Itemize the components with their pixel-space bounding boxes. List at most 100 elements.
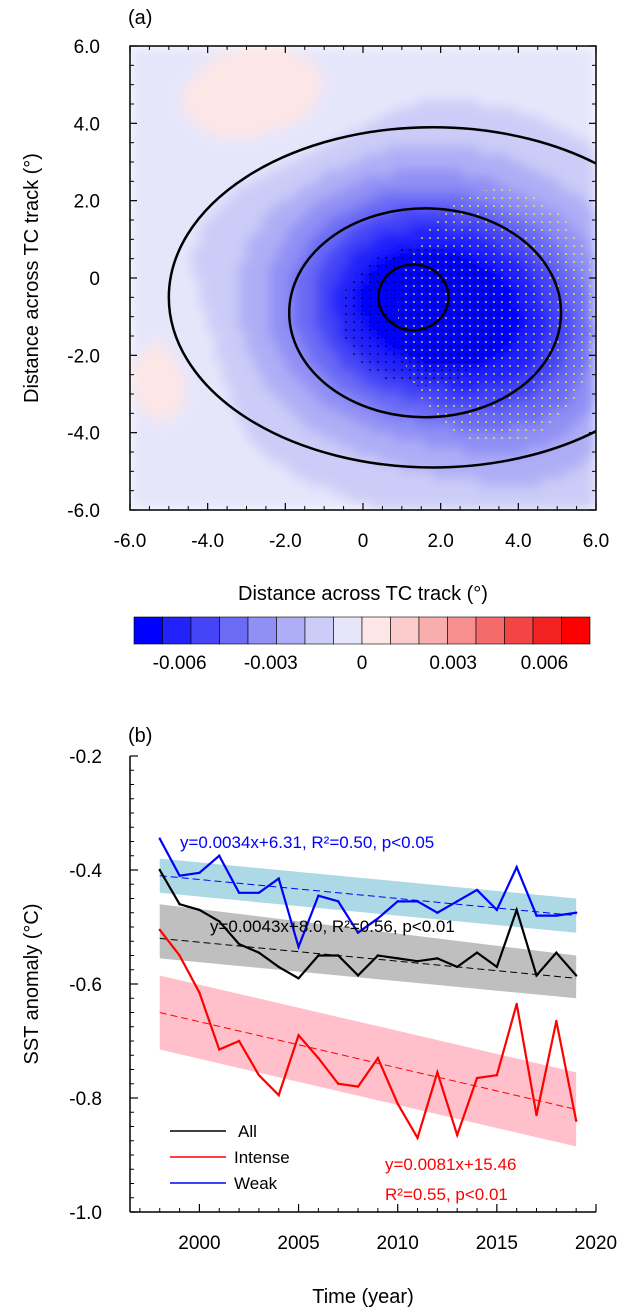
data-point-weak bbox=[317, 894, 320, 897]
colorbar-swatch bbox=[219, 616, 249, 645]
data-point-weak bbox=[535, 914, 538, 917]
colorbar-swatch bbox=[133, 616, 163, 645]
data-point-weak bbox=[218, 854, 221, 857]
colorbar-tick-label: -0.006 bbox=[153, 653, 207, 674]
data-point-intense bbox=[515, 1002, 518, 1006]
data-point-weak bbox=[178, 874, 181, 877]
colorbar-tick-label: 0 bbox=[357, 653, 368, 674]
panel-a-heatmap: -6.0 -4.0 -2.0 0 2.0 4.0 6.0 6.0 4.0 2.0 0 -2.0 -4.0… bbox=[67, 37, 609, 552]
colorbar-swatch bbox=[361, 616, 391, 645]
data-point-intense bbox=[356, 1085, 360, 1088]
colorbar-tick-label: 0.003 bbox=[429, 653, 477, 674]
eq-intense-2: R²=0.55, p<0.01 bbox=[385, 1185, 508, 1204]
panel-b-line-chart: -0.2 -0.4 -0.6 -0.8 -1.0 2000 2005 2010 2015 2020 bbox=[69, 747, 617, 1254]
data-point-all bbox=[416, 960, 419, 963]
data-point-intense bbox=[436, 1071, 439, 1074]
panel-a-ytick-label: 4.0 bbox=[74, 114, 100, 135]
data-point-all bbox=[158, 868, 161, 872]
panel-b-xtick-label: 2010 bbox=[377, 1233, 419, 1254]
data-point-all bbox=[277, 965, 280, 969]
data-point-intense bbox=[376, 1056, 380, 1060]
eq-intense-1: y=0.0081x+15.46 bbox=[385, 1155, 516, 1174]
panel-a-xtick-label: -6.0 bbox=[114, 531, 147, 552]
panel-a-xtick-label: -4.0 bbox=[191, 531, 224, 552]
panel-b-ylabel: SST anomaly (°C) bbox=[21, 903, 43, 1064]
colorbar: -0.006 -0.003 0 0.003 0.006 bbox=[133, 616, 591, 674]
panel-a-xtick-label: 0 bbox=[358, 531, 369, 552]
data-point-all bbox=[535, 974, 538, 977]
data-point-all bbox=[218, 920, 221, 923]
colorbar-swatch bbox=[333, 616, 363, 645]
data-point-weak bbox=[436, 911, 439, 914]
panel-a-ytick-label: 0 bbox=[89, 269, 100, 290]
data-point-intense bbox=[218, 1048, 221, 1051]
panel-a-xtick-label: 4.0 bbox=[505, 531, 531, 552]
colorbar-swatch bbox=[390, 616, 420, 645]
data-point-weak bbox=[475, 888, 479, 892]
series-line-intense bbox=[158, 929, 578, 1141]
panel-a-label: (a) bbox=[128, 7, 152, 29]
panel-a-xtick-label: 2.0 bbox=[427, 531, 453, 552]
colorbar-swatch bbox=[162, 616, 192, 645]
data-point-intense bbox=[495, 1074, 499, 1077]
data-point-intense bbox=[416, 1136, 419, 1140]
legend-label-weak: Weak bbox=[234, 1174, 278, 1193]
stippling-yellow bbox=[397, 189, 596, 445]
data-point-intense bbox=[237, 1039, 241, 1043]
colorbar-tick-label: 0.006 bbox=[521, 653, 569, 674]
data-point-intense bbox=[198, 991, 201, 994]
contour-1 bbox=[377, 263, 450, 332]
contour-2 bbox=[287, 207, 563, 419]
legend-label-intense: Intense bbox=[234, 1148, 290, 1167]
data-point-intense bbox=[277, 1093, 280, 1097]
data-point-weak bbox=[356, 931, 360, 934]
data-point-weak bbox=[495, 908, 499, 912]
data-point-all bbox=[555, 951, 558, 954]
panel-b-ytick-label: -0.6 bbox=[69, 975, 102, 996]
colorbar-swatch bbox=[561, 616, 591, 645]
data-point-intense bbox=[455, 1133, 459, 1137]
data-point-intense bbox=[178, 954, 181, 957]
data-point-all bbox=[356, 974, 360, 977]
data-point-intense bbox=[574, 1119, 578, 1123]
contour-3 bbox=[167, 126, 596, 469]
panel-b-xtick-label: 2020 bbox=[575, 1233, 617, 1254]
eq-all: y=0.0043x+8.0, R²=0.56, p<0.01 bbox=[210, 917, 455, 936]
data-point-weak bbox=[555, 914, 558, 917]
data-point-intense bbox=[475, 1076, 479, 1080]
data-point-intense bbox=[535, 1113, 538, 1117]
panel-a-ytick-label: -2.0 bbox=[67, 346, 100, 367]
colorbar-tick-label: -0.003 bbox=[244, 653, 298, 674]
data-point-all bbox=[178, 903, 181, 906]
data-point-weak bbox=[416, 900, 419, 903]
colorbar-swatch bbox=[532, 616, 562, 645]
data-point-all bbox=[455, 965, 459, 969]
data-point-intense bbox=[297, 1034, 300, 1037]
data-point-weak bbox=[277, 877, 280, 880]
data-point-all bbox=[376, 954, 380, 957]
data-point-weak bbox=[396, 900, 399, 903]
colorbar-swatch bbox=[247, 616, 277, 645]
legend-label-all: All bbox=[238, 1122, 257, 1141]
panel-b-xlabel: Time (year) bbox=[312, 1286, 413, 1308]
data-point-weak bbox=[198, 871, 201, 875]
data-point-all bbox=[237, 942, 241, 946]
data-point-all bbox=[337, 954, 340, 957]
data-point-all bbox=[396, 957, 399, 960]
panel-b-ytick-label: -0.4 bbox=[69, 861, 102, 882]
panel-b-xtick-label: 2015 bbox=[476, 1233, 518, 1254]
series-line-all bbox=[158, 869, 578, 980]
data-point-weak bbox=[574, 911, 578, 914]
data-point-weak bbox=[158, 837, 161, 840]
panel-a-xlabel: Distance across TC track (°) bbox=[238, 583, 488, 605]
colorbar-swatch bbox=[447, 616, 477, 645]
panel-b-ytick-label: -0.2 bbox=[69, 747, 102, 768]
panel-b-ytick-label: -1.0 bbox=[69, 1203, 102, 1224]
series-line-weak bbox=[158, 838, 577, 951]
data-point-all bbox=[436, 957, 439, 960]
data-point-weak bbox=[257, 891, 261, 894]
colorbar-swatch bbox=[418, 616, 448, 645]
data-point-all bbox=[495, 965, 499, 969]
colorbar-swatch bbox=[304, 616, 334, 645]
